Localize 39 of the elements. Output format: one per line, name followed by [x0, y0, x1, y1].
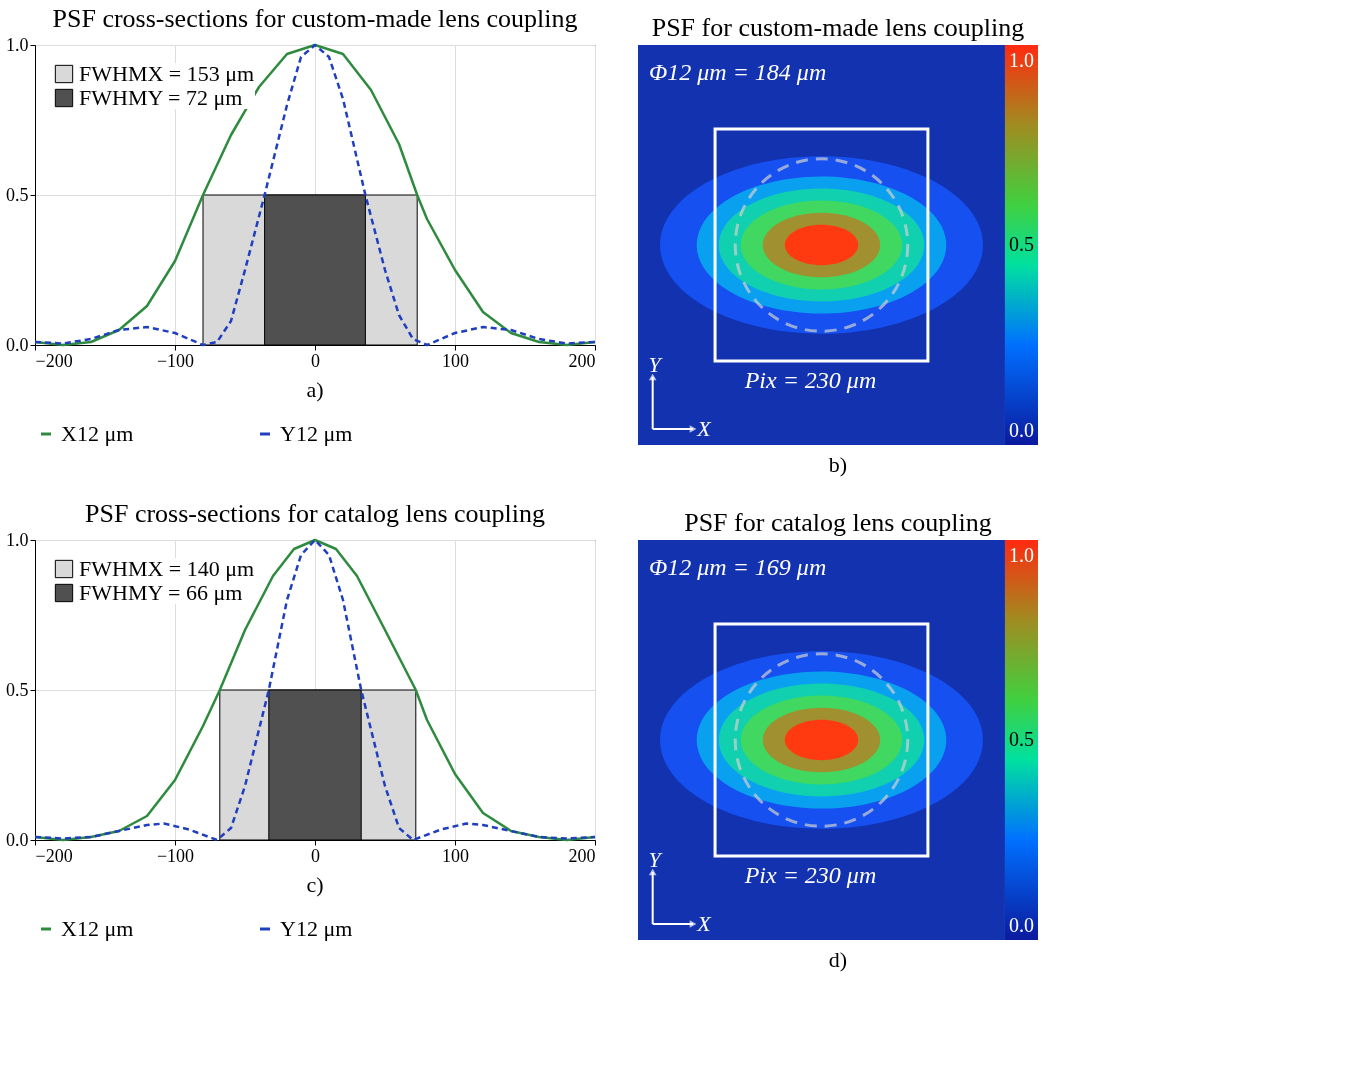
legend-label: Y12 μm — [280, 916, 353, 941]
y-tick-label: 0.0 — [6, 334, 29, 355]
text: 1.0 — [1008, 49, 1034, 71]
text: 0.0 — [1008, 419, 1034, 441]
text: a) — [306, 377, 324, 402]
y-tick-label: 1.0 — [6, 34, 29, 55]
text: 1.0 — [1008, 544, 1034, 566]
x-tick-label: −100 — [156, 350, 195, 371]
chart-title: PSF cross-sections for custom-made lens coupling — [52, 4, 578, 33]
text: c) — [306, 872, 324, 897]
text: d) — [828, 947, 848, 972]
x-tick-label: 0 — [311, 350, 320, 371]
legend-label: FWHMX = 153 μm — [79, 61, 255, 86]
x-tick-label: −200 — [35, 845, 73, 866]
x-tick-label: 200 — [568, 350, 596, 371]
x-tick-label: −200 — [35, 350, 73, 371]
x-tick-label: 0 — [311, 845, 320, 866]
legend-label: FWHMX = 140 μm — [79, 556, 255, 581]
legend-label: X12 μm — [61, 421, 134, 446]
text: 0.0 — [1008, 914, 1034, 936]
y-tick-label: 1.0 — [6, 529, 29, 550]
legend-label: FWHMY = 66 μm — [79, 580, 243, 605]
x-tick-label: 100 — [442, 845, 469, 866]
chart-title: PSF cross-sections for catalog lens coupling — [85, 499, 545, 528]
y-tick-label: 0.0 — [6, 829, 29, 850]
x-tick-label: 200 — [568, 845, 596, 866]
x-tick-label: −100 — [156, 845, 195, 866]
text: PSF for custom-made lens coupling — [651, 13, 1025, 42]
x-tick-label: 100 — [442, 350, 469, 371]
text: b) — [828, 452, 848, 477]
line-series — [33, 43, 597, 347]
text: PSF for catalog lens coupling — [684, 508, 992, 537]
y-tick-label: 0.5 — [6, 184, 29, 205]
legend-label: Y12 μm — [280, 421, 353, 446]
text: 0.5 — [1008, 233, 1034, 255]
legend-label: FWHMY = 72 μm — [79, 85, 243, 110]
y-tick-label: 0.5 — [6, 679, 29, 700]
text: 0.5 — [1008, 728, 1034, 750]
legend-label: X12 μm — [61, 916, 134, 941]
